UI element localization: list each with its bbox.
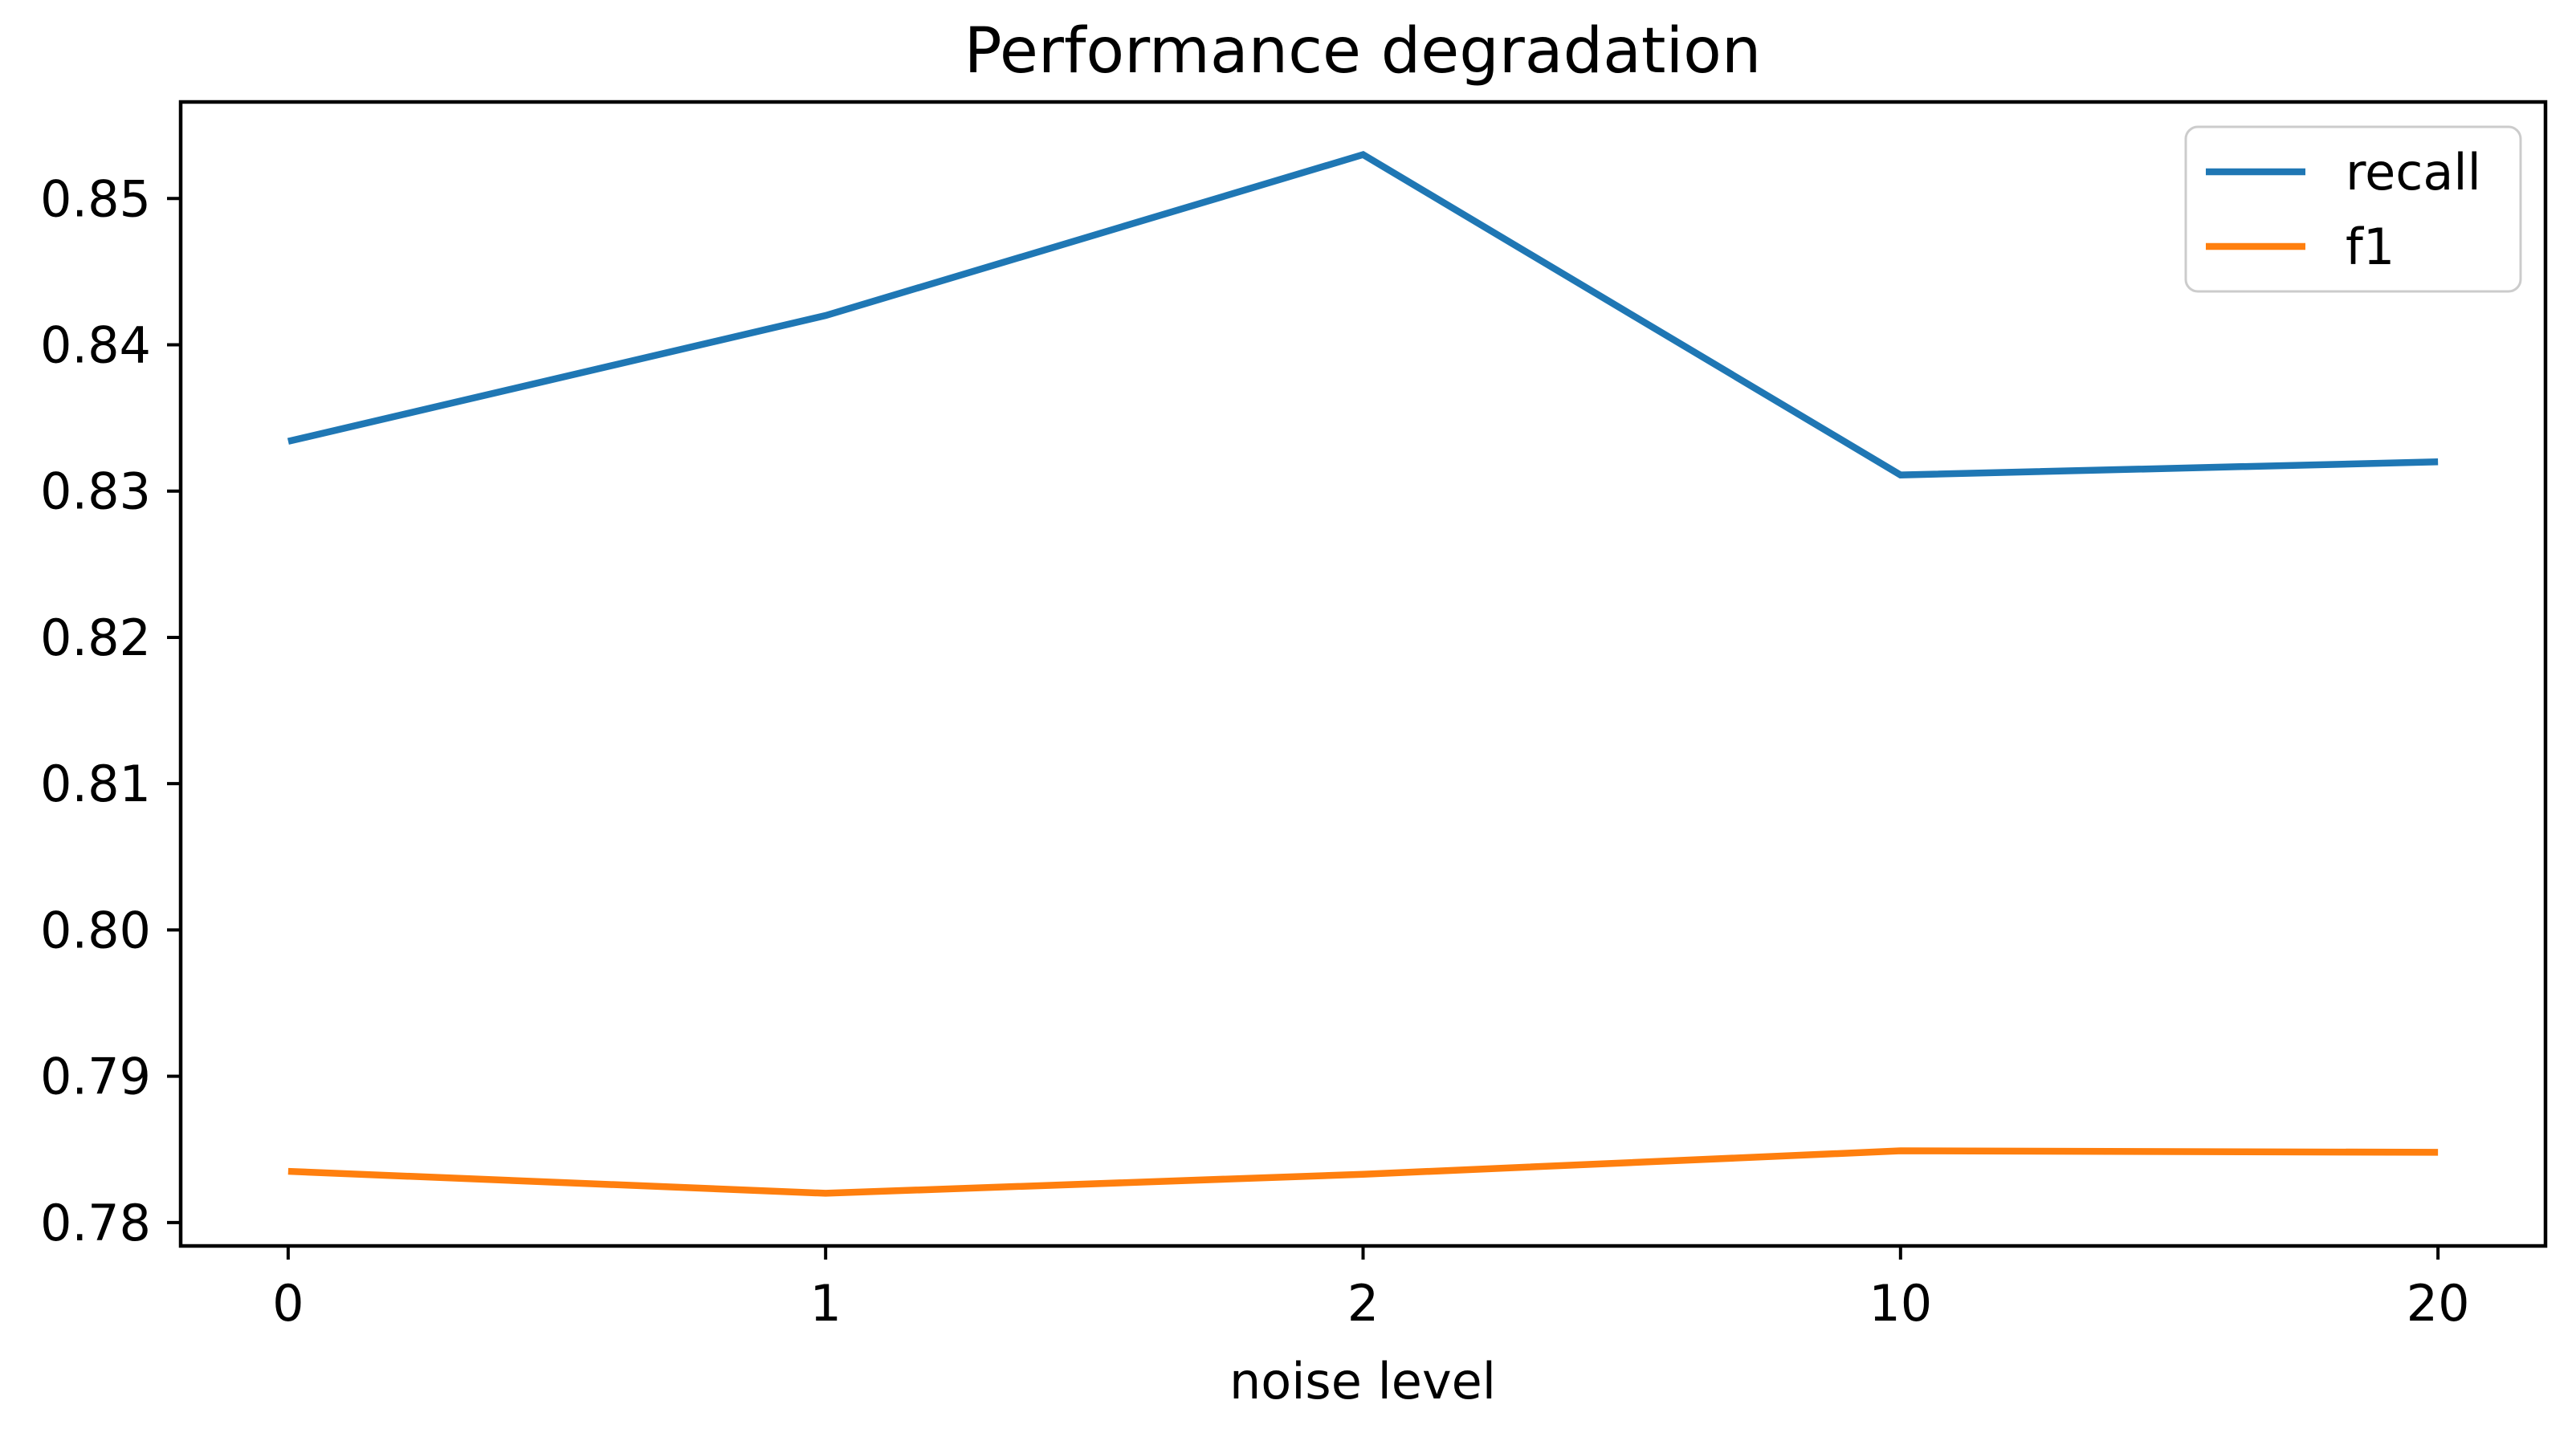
chart-title: Performance degradation bbox=[964, 15, 1762, 88]
y-axis: 0.78 0.79 0.80 0.81 0.82 0.83 0.84 0.85 bbox=[40, 169, 181, 1252]
y-tick-label: 0.82 bbox=[40, 609, 151, 667]
series-line-recall bbox=[287, 150, 2439, 478]
series-line-f1 bbox=[287, 1147, 2439, 1197]
plot-area: 0 1 2 10 20 0.78 0.79 0.80 0.81 0.82 0.83 0.84 0.85… bbox=[40, 100, 2548, 1333]
y-tick-label: 0.85 bbox=[40, 169, 151, 228]
y-tick-label: 0.83 bbox=[40, 462, 151, 521]
y-tick-label: 0.84 bbox=[40, 315, 151, 374]
y-tick-label: 0.79 bbox=[40, 1048, 151, 1106]
y-tick-label: 0.81 bbox=[40, 755, 151, 813]
legend-box bbox=[2184, 125, 2522, 293]
legend-label-f1: f1 bbox=[2346, 218, 2395, 276]
x-tick-label: 20 bbox=[2407, 1274, 2470, 1333]
x-tick-label: 10 bbox=[1869, 1274, 1932, 1333]
y-tick-label: 0.80 bbox=[40, 901, 151, 959]
x-axis: 0 1 2 10 20 bbox=[272, 1246, 2470, 1333]
y-tick-label: 0.78 bbox=[40, 1194, 151, 1252]
x-tick-label: 2 bbox=[1347, 1274, 1379, 1333]
x-axis-label: noise level bbox=[1229, 1352, 1496, 1411]
legend-label-recall: recall bbox=[2346, 143, 2481, 202]
legend: recall f1 bbox=[2184, 125, 2522, 293]
x-tick-label: 1 bbox=[809, 1274, 841, 1333]
data-series-group bbox=[287, 150, 2439, 1197]
x-tick-label: 0 bbox=[272, 1274, 304, 1333]
